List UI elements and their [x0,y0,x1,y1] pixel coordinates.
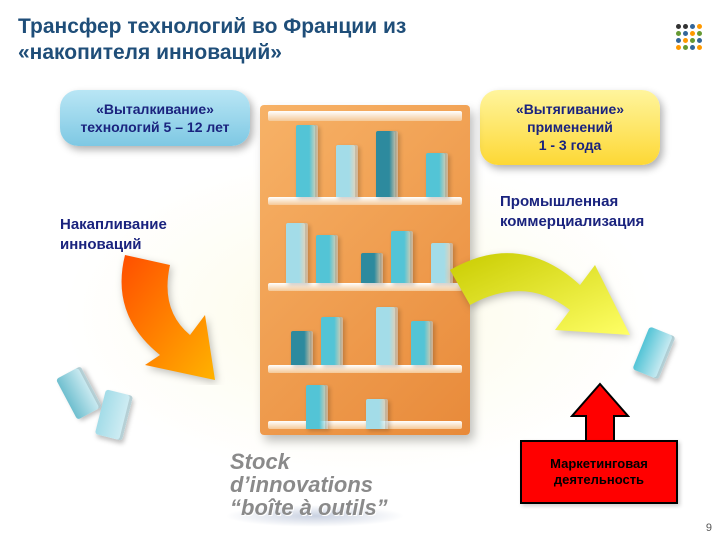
marketing-l2: деятельность [554,472,644,487]
stock-l1: Stock [230,449,290,474]
shelf-bar [391,231,413,283]
orange-arrow [105,245,305,385]
marketing-box: Маркетинговая деятельность [520,440,678,504]
shelf-bar [336,145,358,197]
pull-line3: 1 - 3 года [496,136,644,154]
marketing-l1: Маркетинговая [550,456,648,471]
decor-dots [676,24,702,50]
accumulate-l1: Накапливание [60,216,167,233]
shelf-bar [316,235,338,283]
shelf-bar [306,385,328,429]
pull-pill: «Вытягивание» применений 1 - 3 года [480,90,660,165]
stock-l2: d’innovations [230,473,388,496]
pull-line2: применений [496,118,644,136]
shelf-bar [426,153,448,197]
shelf-bar [361,253,383,283]
shelf-bar [321,317,343,365]
push-line1: «Выталкивание» [96,101,214,117]
page-title: Трансфер технологий во Франции из «накоп… [18,14,406,67]
shelf-bar [376,307,398,365]
title-line1: Трансфер технологий во Франции из [18,15,406,38]
page-number: 9 [706,522,712,534]
stock-label: Stock d’innovations “boîte à outils” [230,450,388,519]
shelf-bar [376,131,398,197]
shelf-plank-1 [268,197,462,205]
stock-l3: “boîte à outils” [230,496,388,519]
industrial-label: Промышленная коммерциализация [500,192,644,231]
shelf-row-1 [276,123,454,197]
industrial-l1: Промышленная [500,193,618,210]
shelf-bar [366,399,388,429]
diagram-stage: Трансфер технологий во Франции из «накоп… [0,0,720,540]
shelf-top [268,111,462,121]
red-arrow [570,382,630,446]
pull-line1: «Вытягивание» [516,101,624,117]
title-line2: «накопителя инноваций» [18,40,406,66]
push-pill: «Выталкивание» технологий 5 – 12 лет [60,90,250,146]
industrial-l2: коммерциализация [500,213,644,230]
push-line2: технологий 5 – 12 лет [76,118,234,136]
yellow-arrow [430,240,640,390]
shelf-bar [296,125,318,197]
